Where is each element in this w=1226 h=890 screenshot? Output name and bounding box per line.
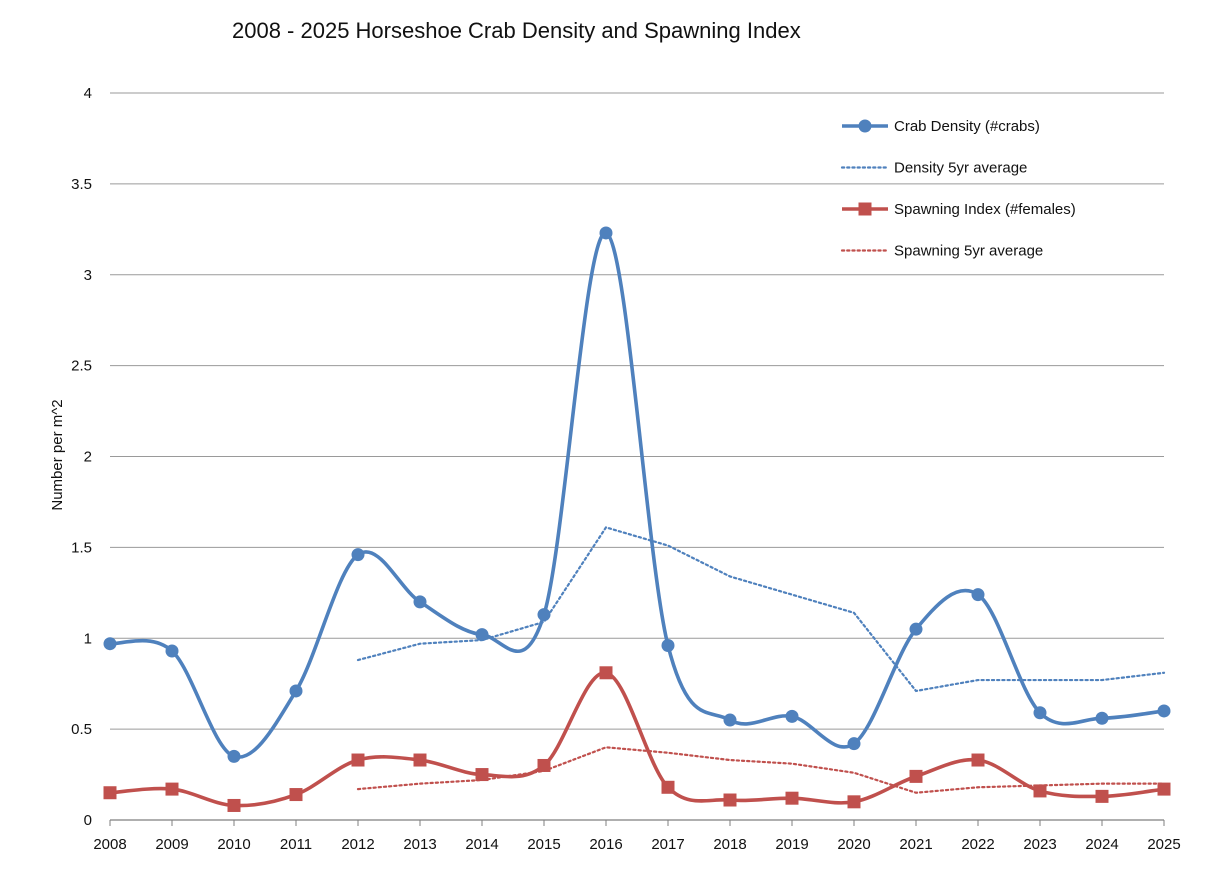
- series-crab-density-crabs: [103, 226, 1171, 763]
- x-tick-label: 2011: [280, 836, 312, 853]
- data-point: [351, 753, 365, 767]
- data-point: [599, 226, 613, 240]
- x-tick-label: 2023: [1023, 836, 1056, 853]
- legend-label: Spawning 5yr average: [894, 243, 1043, 260]
- data-point: [971, 753, 985, 767]
- legend-label: Spawning Index (#females): [894, 201, 1076, 218]
- x-tick-label: 2016: [589, 836, 622, 853]
- data-point: [475, 628, 489, 642]
- series-spawning-index-females: [103, 666, 1171, 812]
- y-tick-labels: 0 0.5 1 1.5 2 2.5 3 3.5 4: [71, 85, 92, 829]
- data-point: [1157, 704, 1171, 718]
- x-tick-labels: 2008 2009 2010 2011 2012 2013 2014 2015 2016 2017…: [93, 836, 1180, 853]
- data-point: [909, 769, 923, 783]
- x-tick-label: 2025: [1147, 836, 1180, 853]
- legend-item: Density 5yr average: [840, 160, 1027, 177]
- y-tick-label: 1.5: [71, 539, 92, 556]
- legend: Crab Density (#crabs) Density 5yr average…: [840, 118, 1076, 260]
- axes: [109, 819, 1165, 826]
- x-tick-label: 2017: [651, 836, 684, 853]
- y-tick-label: 2: [84, 449, 92, 466]
- y-tick-label: 4: [84, 85, 92, 102]
- y-tick-label: 3: [84, 267, 92, 284]
- y-tick-label: 0: [84, 812, 92, 829]
- x-tick-label: 2010: [217, 836, 250, 853]
- data-point: [1157, 782, 1171, 796]
- data-point: [785, 791, 799, 805]
- data-point: [227, 798, 241, 812]
- data-point: [723, 793, 737, 807]
- x-tick-label: 2021: [899, 836, 932, 853]
- legend-marker: [858, 119, 872, 133]
- data-point: [289, 684, 303, 698]
- series-layer: [103, 226, 1171, 812]
- data-point: [723, 713, 737, 727]
- data-point: [661, 639, 675, 653]
- legend-label: Crab Density (#crabs): [894, 118, 1040, 135]
- x-tick-label: 2008: [93, 836, 126, 853]
- data-point: [1033, 784, 1047, 798]
- y-tick-label: 0.5: [71, 721, 92, 738]
- x-tick-label: 2020: [837, 836, 870, 853]
- x-tick-label: 2013: [403, 836, 436, 853]
- x-tick-label: 2018: [713, 836, 746, 853]
- data-point: [847, 737, 861, 751]
- data-point: [847, 795, 861, 809]
- data-point: [165, 644, 179, 658]
- x-tick-label: 2014: [465, 836, 498, 853]
- series-density-5yr-average: [356, 526, 1166, 693]
- data-point: [971, 588, 985, 602]
- chart-title: 2008 - 2025 Horseshoe Crab Density and S…: [232, 18, 801, 43]
- gridlines: [110, 92, 1164, 730]
- y-tick-label: 3.5: [71, 176, 92, 193]
- data-point: [661, 780, 675, 794]
- data-point: [227, 749, 241, 763]
- data-point: [599, 666, 613, 680]
- legend-item: Spawning Index (#females): [842, 201, 1076, 218]
- x-tick-label: 2024: [1085, 836, 1118, 853]
- data-point: [289, 788, 303, 802]
- data-point: [537, 758, 551, 772]
- x-tick-label: 2009: [155, 836, 188, 853]
- legend-label: Density 5yr average: [894, 160, 1027, 177]
- data-point: [351, 548, 365, 562]
- y-tick-label: 1: [84, 630, 92, 647]
- data-point: [1033, 706, 1047, 720]
- data-point: [909, 622, 923, 636]
- data-point: [413, 595, 427, 609]
- data-point: [785, 709, 799, 723]
- series-line: [356, 526, 1166, 693]
- data-point: [1095, 711, 1109, 725]
- data-point: [475, 768, 489, 782]
- data-point: [165, 782, 179, 796]
- x-tick-label: 2012: [341, 836, 374, 853]
- series-line: [109, 231, 1165, 759]
- y-axis-label: Number per m^2: [49, 399, 66, 510]
- x-tick-label: 2019: [775, 836, 808, 853]
- data-point: [537, 608, 551, 622]
- legend-marker: [858, 202, 872, 216]
- legend-item: Crab Density (#crabs): [842, 118, 1040, 135]
- data-point: [103, 786, 117, 800]
- x-tick-label: 2015: [527, 836, 560, 853]
- data-point: [1095, 789, 1109, 803]
- x-tick-label: 2022: [961, 836, 994, 853]
- data-point: [413, 753, 427, 767]
- legend-item: Spawning 5yr average: [840, 243, 1043, 260]
- y-tick-label: 2.5: [71, 358, 92, 375]
- data-point: [103, 637, 117, 651]
